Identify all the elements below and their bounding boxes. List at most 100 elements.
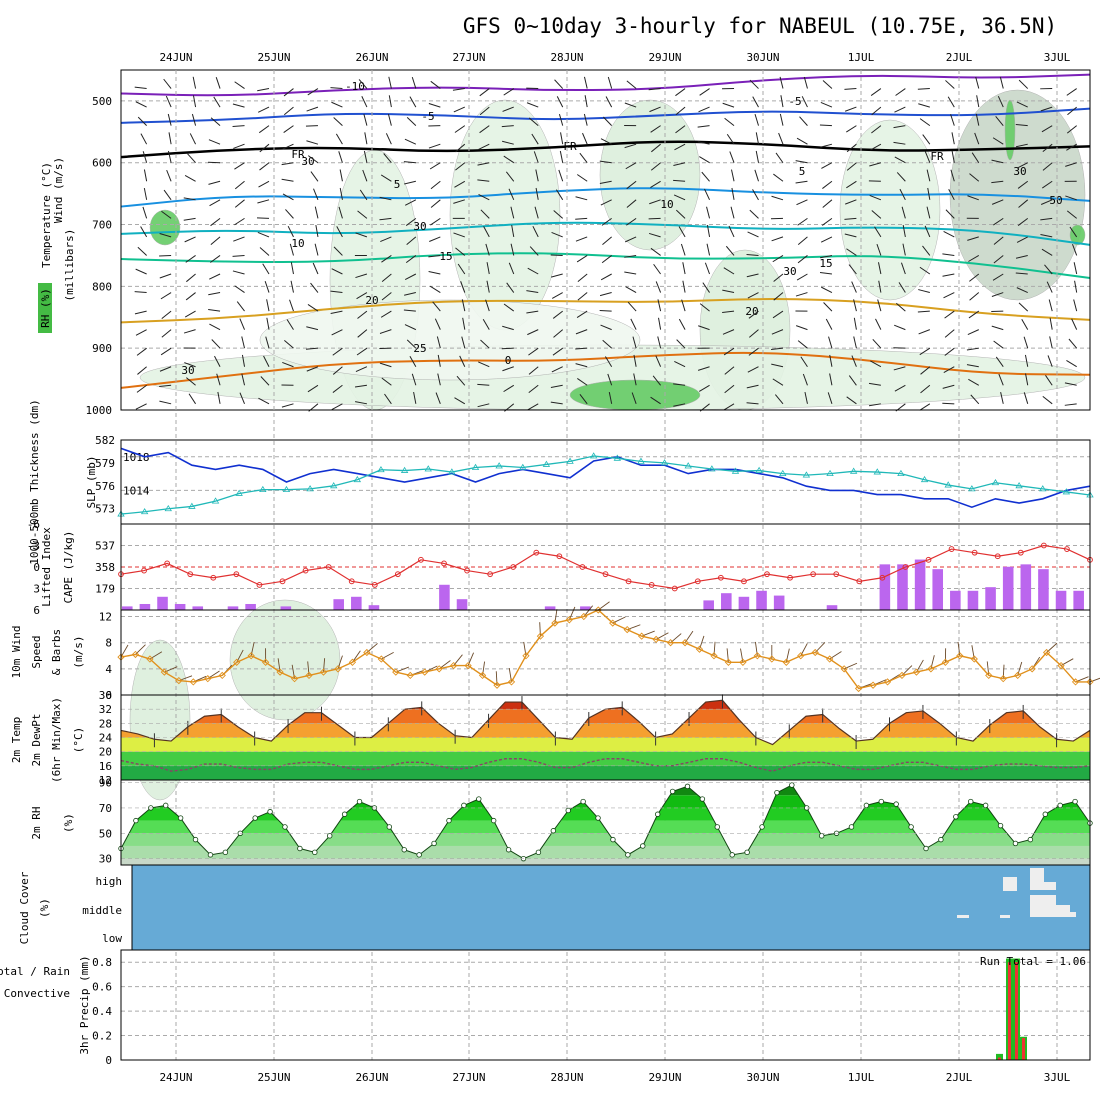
rh-marker-6 bbox=[207, 852, 214, 858]
wind10-marker-3 bbox=[160, 668, 169, 676]
rh-tick-0: 30 bbox=[99, 853, 112, 866]
wind-barb-644 bbox=[993, 340, 1004, 349]
wind-barb-520 bbox=[829, 373, 833, 386]
rh-label-a: 2m RH bbox=[30, 806, 43, 839]
wind-barb-325 bbox=[584, 95, 588, 108]
rh-marker-64 bbox=[1072, 798, 1078, 805]
li-marker-11 bbox=[371, 582, 378, 588]
thick-marker-13 bbox=[424, 465, 432, 472]
wind-barb-198 bbox=[411, 76, 417, 89]
wind-barb-358 bbox=[607, 373, 613, 386]
cape-bar-43 bbox=[879, 564, 891, 610]
wind-barb-607 bbox=[944, 329, 955, 338]
wind-barb-450 bbox=[749, 79, 759, 89]
rh-marker-25 bbox=[490, 817, 497, 824]
cape-bar-45 bbox=[914, 559, 926, 610]
wind-barb-56 bbox=[210, 117, 221, 127]
date-bottom-6: 30JUN bbox=[746, 1071, 779, 1084]
rh-marker-44 bbox=[774, 789, 780, 796]
wind-barb-569 bbox=[898, 282, 906, 293]
wind-barb-583 bbox=[926, 206, 931, 219]
wind-barb-485 bbox=[774, 394, 784, 405]
wind-barb-621 bbox=[968, 255, 980, 262]
wind-barb-563 bbox=[896, 172, 906, 182]
rh-marker-32 bbox=[595, 815, 601, 821]
wind-barb-394 bbox=[652, 375, 661, 386]
wind-barb-540 bbox=[870, 88, 882, 96]
isotherm-4 bbox=[120, 221, 1091, 246]
wind-barb-270 bbox=[503, 88, 515, 96]
wind-barb-369 bbox=[624, 254, 637, 258]
rh-marker-43 bbox=[759, 824, 765, 830]
dewpt-line bbox=[120, 758, 1091, 772]
thick-marker-34 bbox=[920, 475, 929, 483]
wind-barb-321 bbox=[551, 366, 563, 373]
upper-ytick-1: 600 bbox=[92, 157, 112, 170]
wind-barb-69 bbox=[214, 355, 221, 367]
wind-barb-239 bbox=[454, 180, 466, 188]
wind-barb-444 bbox=[722, 310, 735, 314]
wind10-marker-66 bbox=[1071, 678, 1080, 686]
contour-label-4: FR bbox=[563, 140, 577, 153]
wind-barb-165 bbox=[364, 132, 368, 145]
wind10-marker-65 bbox=[1057, 661, 1065, 670]
wind10-marker-8 bbox=[233, 658, 241, 666]
wind-barb-660 bbox=[1018, 302, 1029, 312]
li-marker-37 bbox=[971, 549, 978, 556]
wind-barb-142 bbox=[307, 384, 319, 393]
wind-barb-283 bbox=[502, 325, 514, 331]
cape-bar-18 bbox=[439, 584, 450, 610]
wind-barb-458 bbox=[747, 231, 759, 238]
precip-conv-bar-1 bbox=[1008, 962, 1011, 1060]
li-marker-23 bbox=[648, 582, 655, 588]
wind-barb-246 bbox=[461, 299, 466, 312]
wind-barb-261 bbox=[485, 243, 490, 256]
wind-barb-490 bbox=[795, 160, 808, 164]
wind-barb-611 bbox=[942, 402, 955, 405]
wind-barb-307 bbox=[556, 96, 564, 108]
wind10-marker-67 bbox=[1086, 678, 1094, 686]
rh-band-3 bbox=[121, 820, 1090, 834]
wind-barb-594 bbox=[945, 80, 955, 89]
wind-barb-617 bbox=[969, 173, 980, 182]
rh-marker-18 bbox=[386, 824, 393, 830]
wind-barb-388 bbox=[653, 263, 662, 275]
wind-barb-521 bbox=[827, 392, 833, 404]
wind-barb-346 bbox=[599, 160, 612, 164]
wind-barb-62 bbox=[210, 236, 221, 245]
wind-barb-57 bbox=[208, 139, 221, 145]
wind-barb-208 bbox=[404, 273, 417, 280]
wind-barb-482 bbox=[770, 347, 784, 351]
wind-barb-602 bbox=[943, 231, 955, 238]
wind-barb-494 bbox=[797, 236, 808, 245]
date-bottom-1: 25JUN bbox=[257, 1071, 290, 1084]
rh-marker-58 bbox=[982, 802, 989, 809]
wind-barb-185 bbox=[380, 174, 392, 182]
wind-barb-308 bbox=[558, 113, 564, 126]
wind-barb-318 bbox=[552, 310, 564, 319]
rh-marker-9 bbox=[252, 815, 258, 821]
wind-barb-697 bbox=[1071, 318, 1078, 330]
wind-barb-542 bbox=[871, 125, 882, 134]
thick-marker-28 bbox=[779, 469, 787, 476]
li-marker-21 bbox=[602, 571, 609, 578]
wind-barb-162 bbox=[358, 79, 368, 89]
wind-barb-230 bbox=[436, 336, 441, 349]
wind-barb-651 bbox=[1015, 143, 1028, 148]
isotherm-2 bbox=[120, 140, 1091, 159]
wind-barb-550 bbox=[877, 262, 882, 275]
wind-barb-125 bbox=[281, 403, 294, 408]
wind-barb-474 bbox=[771, 195, 784, 201]
wind-barb-309 bbox=[560, 132, 564, 145]
wind-barb-333 bbox=[576, 255, 588, 263]
wind-barb-296 bbox=[532, 225, 539, 238]
wind-barb-637 bbox=[993, 217, 1004, 226]
wind10-marker-32 bbox=[580, 612, 588, 621]
wind-barb-301 bbox=[527, 329, 539, 336]
cloud-cell-4 bbox=[1056, 905, 1070, 917]
wind-barb-332 bbox=[575, 236, 588, 242]
wind-barb-195 bbox=[379, 362, 392, 368]
chart-title: GFS 0~10day 3-hourly for NABEUL (10.75E,… bbox=[463, 14, 1057, 38]
isotherm-7 bbox=[120, 351, 1091, 389]
wind-barb-39 bbox=[189, 133, 197, 145]
